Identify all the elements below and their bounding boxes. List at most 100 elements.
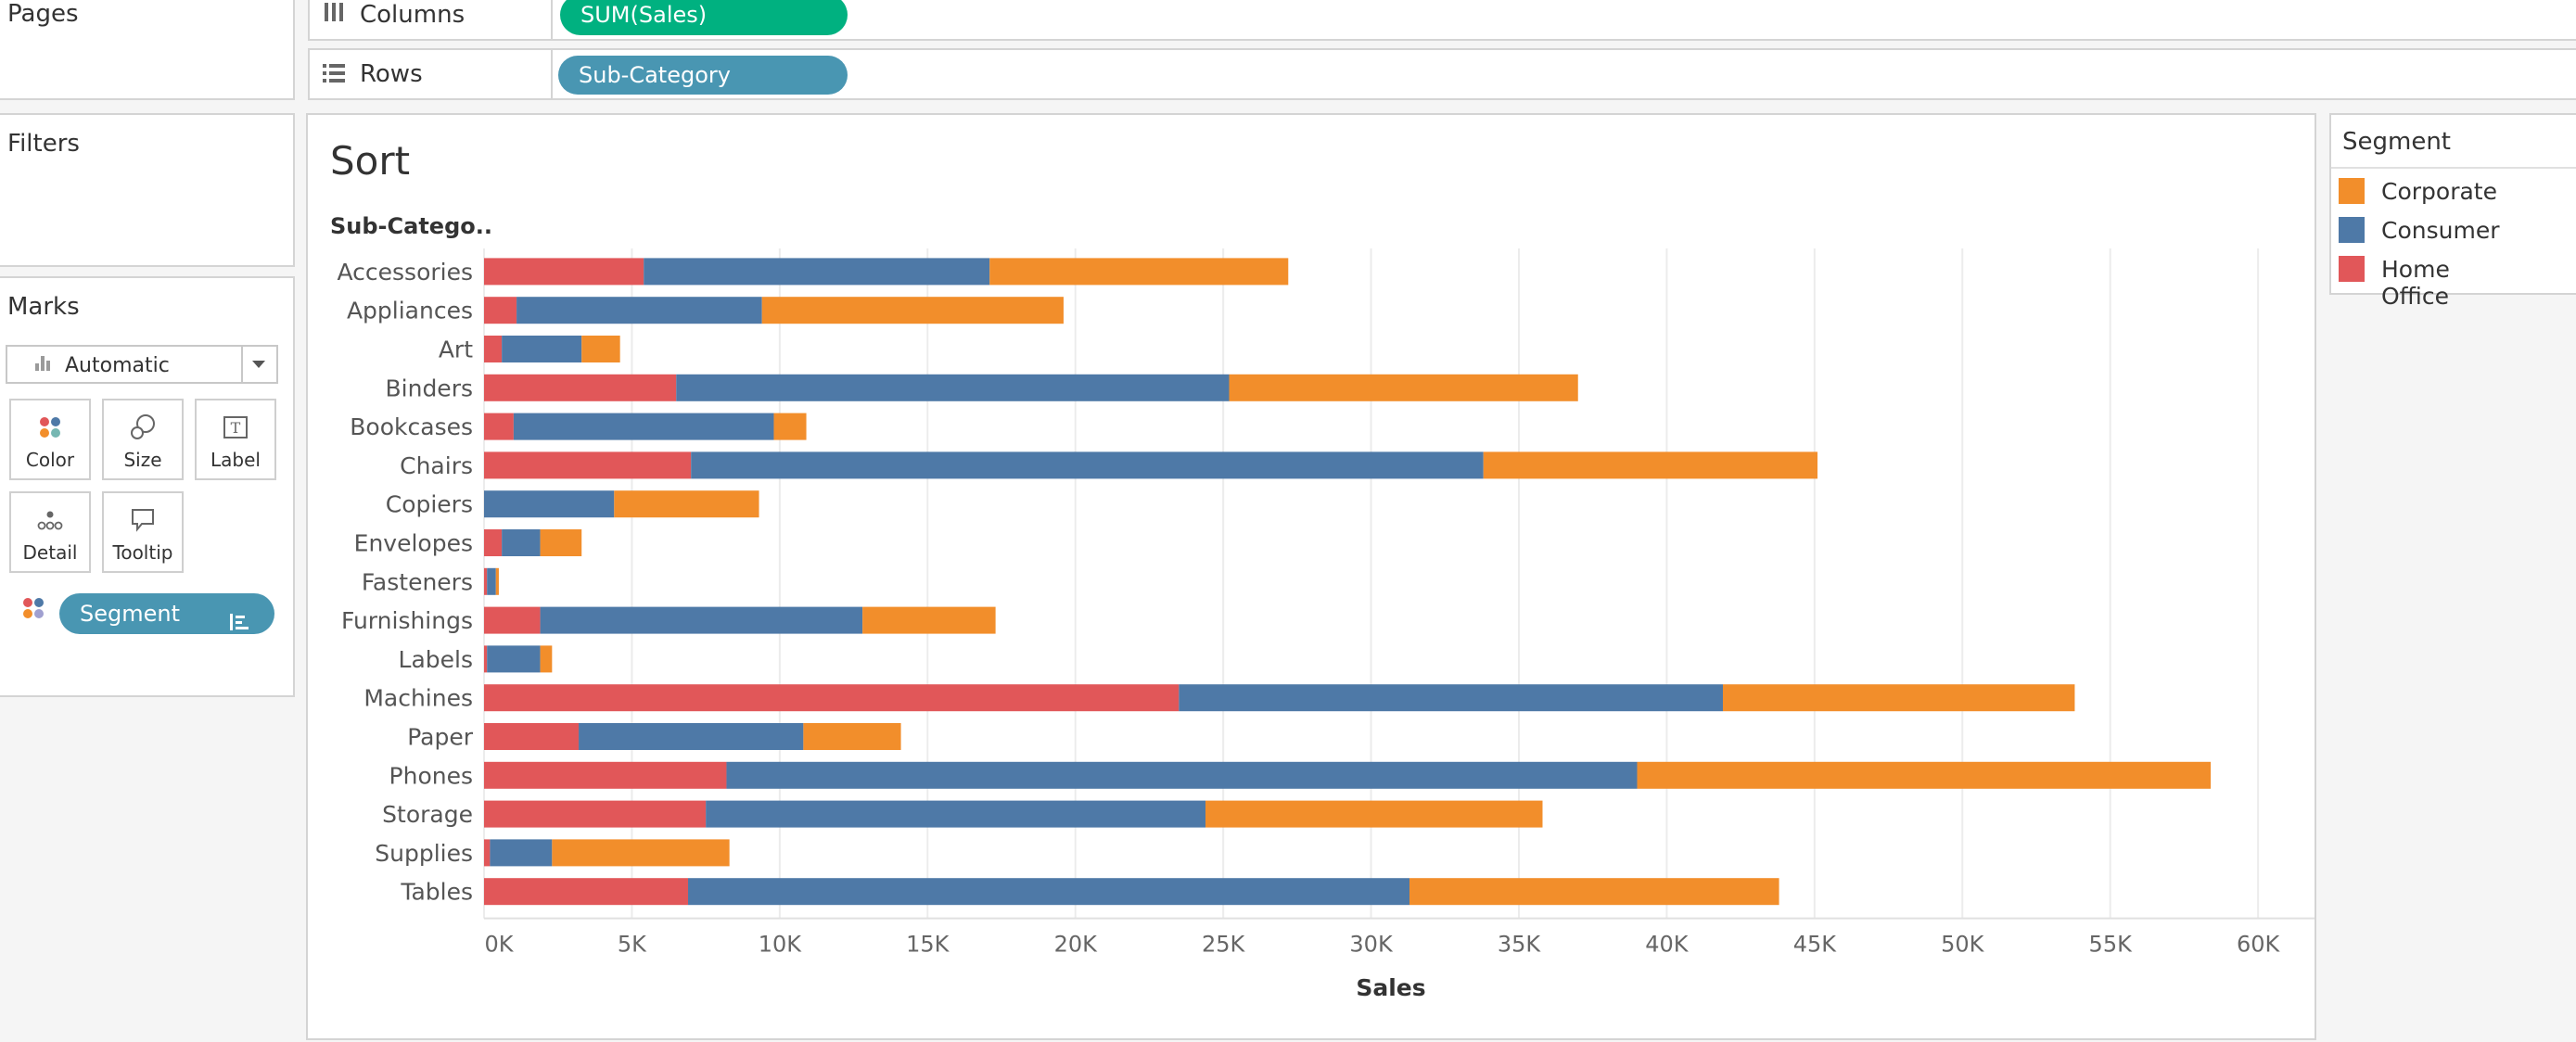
category-label[interactable]: Accessories: [337, 259, 473, 286]
bar-furnishings-consumer[interactable]: [540, 606, 863, 634]
text-label-icon: T: [197, 413, 274, 441]
category-label[interactable]: Storage: [382, 801, 473, 828]
category-label[interactable]: Copiers: [386, 491, 473, 518]
segment-pill-label: Segment: [80, 601, 180, 627]
sum-sales-pill-label: SUM(Sales): [580, 2, 708, 28]
bar-appliances-consumer[interactable]: [516, 297, 762, 324]
bar-envelopes-corporate[interactable]: [540, 529, 582, 556]
bar-bookcases-corporate[interactable]: [773, 413, 807, 440]
bar-paper-home-office[interactable]: [484, 723, 580, 750]
category-label[interactable]: Envelopes: [354, 530, 473, 557]
bar-supplies-home-office[interactable]: [484, 839, 491, 867]
bar-fasteners-consumer[interactable]: [487, 567, 496, 595]
legend-label: Corporate: [2381, 178, 2497, 205]
legend-label: Consumer: [2381, 217, 2500, 244]
mark-type-dropdown[interactable]: Automatic: [6, 345, 278, 384]
bar-bookcases-consumer[interactable]: [513, 413, 774, 440]
bar-appliances-corporate[interactable]: [761, 297, 1064, 324]
category-label[interactable]: Labels: [399, 646, 473, 673]
category-label[interactable]: Art: [439, 337, 473, 363]
bar-machines-corporate[interactable]: [1722, 684, 2075, 712]
bar-art-home-office[interactable]: [484, 336, 503, 362]
bar-supplies-corporate[interactable]: [552, 839, 730, 867]
bar-labels-consumer[interactable]: [487, 645, 541, 673]
bar-tables-consumer[interactable]: [688, 878, 1410, 906]
category-label[interactable]: Bookcases: [350, 413, 473, 440]
bar-art-consumer[interactable]: [502, 336, 582, 362]
bar-paper-consumer[interactable]: [579, 723, 804, 750]
category-label[interactable]: Machines: [363, 685, 473, 712]
filters-card[interactable]: Filters: [0, 113, 295, 267]
bar-storage-corporate[interactable]: [1205, 800, 1543, 828]
color-card[interactable]: Color: [9, 399, 91, 480]
bar-chairs-consumer[interactable]: [691, 451, 1484, 479]
bar-binders-home-office[interactable]: [484, 374, 677, 401]
bar-furnishings-corporate[interactable]: [862, 606, 996, 634]
size-card-label: Size: [123, 449, 162, 471]
x-tick-label: 25K: [1202, 932, 1246, 958]
bar-fasteners-corporate[interactable]: [495, 567, 499, 595]
marks-title: Marks: [7, 293, 80, 321]
pages-card: Pages: [0, 0, 295, 100]
legend-swatch: [2339, 178, 2365, 204]
row-header[interactable]: Sub-Catego..: [330, 213, 492, 239]
bar-storage-home-office[interactable]: [484, 800, 707, 828]
x-tick-label: 40K: [1645, 932, 1690, 958]
bar-labels-corporate[interactable]: [540, 645, 553, 673]
bar-binders-corporate[interactable]: [1229, 374, 1578, 401]
bar-art-corporate[interactable]: [581, 336, 620, 362]
bar-fasteners-home-office[interactable]: [484, 567, 488, 595]
bar-paper-corporate[interactable]: [803, 723, 901, 750]
bar-tables-corporate[interactable]: [1409, 878, 1779, 906]
bar-supplies-consumer[interactable]: [490, 839, 553, 867]
rows-shelf[interactable]: Rows Sub-Category: [308, 48, 2576, 100]
category-label[interactable]: Chairs: [400, 452, 473, 479]
segment-color-pill[interactable]: Segment: [59, 593, 274, 634]
bar-binders-consumer[interactable]: [676, 374, 1230, 401]
chevron-down-icon[interactable]: [241, 347, 276, 382]
legend-label: Home Office: [2381, 256, 2450, 310]
category-label[interactable]: Paper: [407, 724, 474, 751]
filters-title: Filters: [7, 130, 80, 158]
bar-envelopes-consumer[interactable]: [502, 529, 541, 556]
category-label[interactable]: Furnishings: [341, 607, 473, 634]
tooltip-bubble-icon: [104, 506, 182, 534]
bar-labels-home-office[interactable]: [484, 645, 488, 673]
bar-furnishings-home-office[interactable]: [484, 606, 541, 634]
bar-envelopes-home-office[interactable]: [484, 529, 503, 556]
x-tick-label: 15K: [906, 932, 950, 958]
tooltip-card[interactable]: Tooltip: [102, 491, 184, 573]
bar-accessories-home-office[interactable]: [484, 258, 644, 286]
segment-legend[interactable]: Segment Corporate Consumer Home Office: [2329, 113, 2576, 310]
sum-sales-pill[interactable]: SUM(Sales): [560, 0, 848, 35]
category-label[interactable]: Phones: [389, 762, 473, 789]
chart-view[interactable]: Sort Sub-Catego.. Accessories Appliances A…: [306, 113, 2316, 1040]
bar-machines-home-office[interactable]: [484, 684, 1180, 712]
bar-phones-corporate[interactable]: [1637, 761, 2212, 789]
bar-tables-home-office[interactable]: [484, 878, 689, 906]
size-card[interactable]: Size: [102, 399, 184, 480]
bar-copiers-consumer[interactable]: [484, 490, 615, 518]
x-tick-label: 20K: [1054, 932, 1099, 958]
category-label[interactable]: Supplies: [375, 840, 473, 867]
category-label[interactable]: Fasteners: [362, 568, 473, 595]
bar-storage-consumer[interactable]: [706, 800, 1205, 828]
bar-chairs-home-office[interactable]: [484, 451, 692, 479]
columns-shelf[interactable]: Columns SUM(Sales): [308, 0, 2576, 41]
bar-copiers-corporate[interactable]: [614, 490, 759, 518]
bar-phones-consumer[interactable]: [726, 761, 1638, 789]
detail-card[interactable]: Detail: [9, 491, 91, 573]
label-card[interactable]: T Label: [195, 399, 276, 480]
bar-appliances-home-office[interactable]: [484, 297, 517, 324]
bar-accessories-consumer[interactable]: [644, 258, 990, 286]
bar-machines-consumer[interactable]: [1179, 684, 1723, 712]
sub-category-pill[interactable]: Sub-Category: [558, 56, 848, 95]
chart-canvas[interactable]: Sort Sub-Catego.. AccessoriesAppliancesA…: [308, 115, 2315, 1038]
bar-bookcases-home-office[interactable]: [484, 413, 514, 440]
bar-phones-home-office[interactable]: [484, 761, 727, 789]
category-label[interactable]: Binders: [386, 375, 474, 401]
bar-chairs-corporate[interactable]: [1483, 451, 1818, 479]
bar-accessories-corporate[interactable]: [989, 258, 1289, 286]
category-label[interactable]: Tables: [400, 879, 473, 906]
category-label[interactable]: Appliances: [347, 298, 473, 324]
